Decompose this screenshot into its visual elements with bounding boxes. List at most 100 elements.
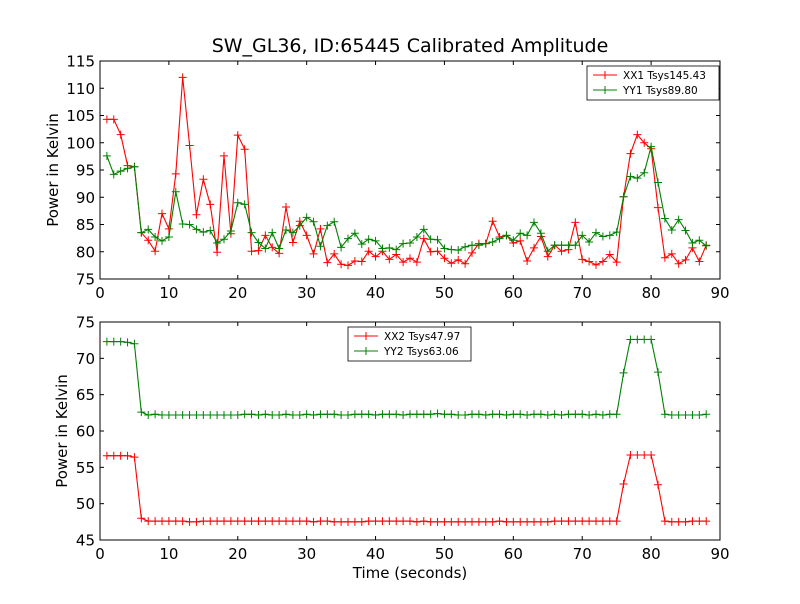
data-point: [647, 142, 656, 151]
data-point: [233, 411, 242, 420]
data-point: [392, 410, 401, 419]
chart-panel-1: 0 10 20 30 40 50 60 70 80 90 75 80 85 90 95 100 105 110 11…: [44, 53, 730, 303]
data-point: [385, 243, 394, 252]
data-point: [626, 172, 635, 181]
data-point: [137, 228, 146, 237]
data-point: [406, 239, 414, 248]
x-tick-label: 60: [504, 545, 523, 563]
data-point: [612, 410, 621, 419]
data-point: [206, 411, 215, 420]
data-point: [302, 410, 311, 419]
data-point: [640, 138, 649, 147]
data-point: [178, 411, 187, 420]
data-point: [681, 411, 690, 420]
data-point: [681, 517, 690, 526]
data-point: [344, 234, 352, 243]
y-tick-label: 65: [76, 386, 95, 404]
data-point: [468, 248, 476, 257]
data-point: [461, 517, 470, 526]
data-point: [571, 241, 580, 250]
data-point: [523, 517, 532, 526]
data-point: [626, 450, 635, 459]
data-point: [288, 238, 297, 247]
data-point: [282, 203, 290, 212]
data-point: [364, 410, 373, 419]
data-point: [509, 517, 518, 526]
data-point: [164, 411, 173, 420]
data-point: [109, 170, 118, 179]
data-point: [350, 517, 359, 526]
data-point: [495, 410, 504, 419]
data-point: [350, 229, 359, 238]
x-tick-label: 10: [159, 284, 178, 302]
legend-box: [586, 65, 720, 101]
data-point: [543, 247, 552, 256]
data-point: [633, 174, 642, 183]
data-point: [371, 236, 380, 245]
data-point: [206, 517, 215, 526]
data-point: [392, 245, 401, 254]
data-point: [695, 257, 704, 266]
data-point: [357, 257, 366, 266]
data-point: [344, 517, 352, 526]
data-point: [536, 229, 545, 238]
data-point: [309, 411, 318, 420]
data-point: [647, 450, 656, 459]
data-point: [371, 411, 380, 420]
data-point: [619, 368, 628, 377]
data-point: [371, 252, 380, 261]
data-point: [378, 410, 387, 419]
data-point: [226, 411, 235, 420]
data-point: [302, 517, 311, 526]
data-point: [261, 231, 270, 240]
data-point: [419, 410, 428, 419]
data-point: [109, 451, 118, 460]
data-point: [633, 130, 642, 139]
data-point: [612, 258, 621, 267]
data-point: [337, 260, 346, 269]
y-tick-label: 45: [76, 532, 95, 550]
data-point: [275, 411, 284, 420]
data-point: [474, 517, 483, 526]
data-point: [695, 517, 704, 526]
data-point: [440, 254, 449, 263]
data-point: [447, 259, 456, 268]
legend: XX1 Tsys145.43 YY1 Tsys89.80: [586, 65, 720, 101]
x-tick-label: 0: [95, 284, 105, 302]
data-point: [447, 517, 456, 526]
data-point: [605, 231, 614, 240]
data-point: [330, 249, 339, 258]
data-point: [530, 243, 538, 252]
data-point: [454, 411, 463, 420]
data-point: [199, 175, 208, 184]
data-point: [674, 517, 683, 526]
data-point: [454, 255, 463, 264]
data-point: [426, 247, 435, 256]
data-point: [695, 236, 704, 245]
data-point: [158, 411, 166, 420]
data-point: [557, 411, 566, 420]
data-point: [550, 241, 559, 250]
legend: XX2 Tsys47.97 YY2 Tsys63.06: [347, 326, 472, 362]
data-point: [240, 145, 249, 154]
data-point: [226, 517, 235, 526]
data-point: [185, 220, 194, 229]
data-point: [261, 517, 270, 526]
data-point: [536, 517, 545, 526]
data-point: [578, 231, 587, 240]
data-point: [688, 239, 697, 248]
data-point: [295, 411, 304, 420]
x-tick-label: 70: [573, 545, 592, 563]
data-point: [337, 243, 346, 252]
data-point: [123, 451, 132, 460]
data-point: [592, 228, 600, 237]
data-point: [654, 480, 662, 489]
data-point: [357, 517, 366, 526]
data-point: [543, 411, 552, 420]
y-tick-label: 70: [76, 350, 95, 368]
data-point: [543, 517, 552, 526]
data-point: [130, 453, 139, 462]
y-tick-label: 110: [66, 80, 95, 98]
